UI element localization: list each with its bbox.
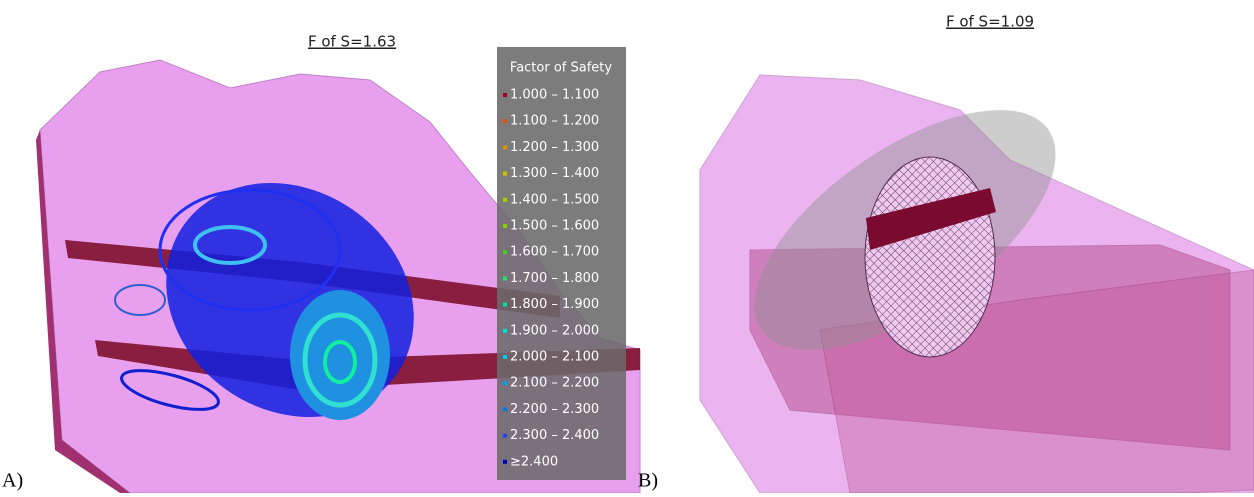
- legend-swatch: [503, 119, 507, 124]
- legend-label: 2.300 – 2.400: [510, 428, 599, 443]
- legend-box: [497, 47, 626, 480]
- legend-label: 2.000 – 2.100: [510, 350, 599, 365]
- legend-label: 1.300 – 1.400: [510, 166, 599, 181]
- legend-label: 1.200 – 1.300: [510, 140, 599, 155]
- legend-label: 2.100 – 2.200: [510, 376, 599, 391]
- legend-swatch: [503, 355, 507, 359]
- legend-swatch: [503, 197, 507, 202]
- legend-swatch: [503, 224, 507, 228]
- legend-swatch: [503, 302, 507, 307]
- legend-label: 1.500 – 1.600: [510, 219, 599, 234]
- legend-label: 1.600 – 1.700: [510, 245, 599, 260]
- legend-label: 1.400 – 1.500: [510, 192, 599, 207]
- panel-b-label: B): [638, 470, 658, 492]
- legend-swatch: [503, 459, 507, 464]
- panel-b-title: F of S=1.09: [946, 13, 1034, 31]
- legend-title: Factor of Safety: [510, 61, 612, 76]
- panel-a-render: [36, 59, 641, 494]
- legend-label: 1.800 – 1.900: [510, 297, 599, 312]
- legend-swatch: [503, 171, 507, 176]
- legend-swatch: [503, 145, 507, 150]
- legend: 1.000 – 1.100 1.100 – 1.200 1.200 – 1.300 1…: [503, 88, 599, 469]
- legend-label: ≥2.400: [510, 454, 558, 469]
- legend-label: 1.100 – 1.200: [510, 114, 599, 129]
- panel-b-render: [699, 74, 1254, 494]
- panel-a-label: A): [2, 470, 23, 492]
- legend-swatch: [503, 381, 507, 386]
- legend-label: 1.700 – 1.800: [510, 271, 599, 286]
- legend-label: 1.900 – 2.000: [510, 323, 599, 338]
- legend-swatch: [503, 407, 507, 412]
- legend-swatch: [503, 93, 507, 97]
- legend-label: 2.200 – 2.300: [510, 402, 599, 417]
- legend-swatch: [503, 433, 507, 438]
- legend-swatch: [503, 328, 507, 333]
- panel-a-title: F of S=1.63: [308, 33, 396, 51]
- legend-swatch: [503, 276, 507, 281]
- legend-label: 1.000 – 1.100: [510, 88, 599, 103]
- legend-swatch: [503, 250, 507, 255]
